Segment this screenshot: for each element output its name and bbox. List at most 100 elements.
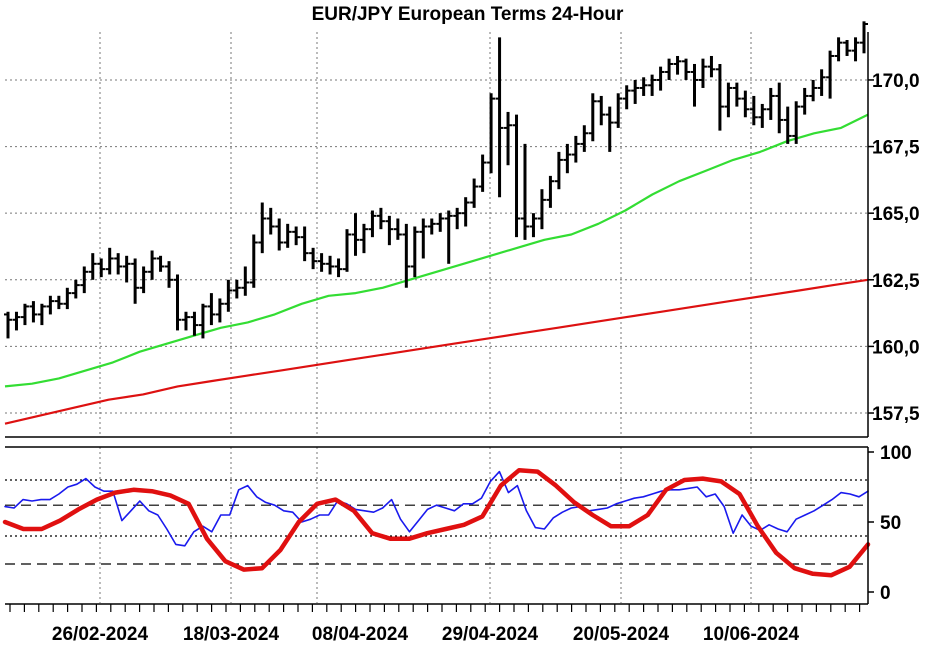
oscillator-line-0 xyxy=(4,470,869,547)
price-bar-61 xyxy=(520,143,529,240)
price-axis-label-2: 162,5 xyxy=(872,271,920,292)
price-bar-30 xyxy=(258,202,267,254)
price-bar-55 xyxy=(470,178,479,208)
price-bar-10 xyxy=(88,253,97,280)
price-bar-94 xyxy=(800,87,809,115)
price-bar-69 xyxy=(588,93,597,142)
price-bar-66 xyxy=(563,143,572,174)
price-bar-31 xyxy=(266,207,275,235)
price-bar-92 xyxy=(783,106,792,144)
price-bar-99 xyxy=(843,39,852,56)
price-bar-44 xyxy=(376,207,385,230)
price-bar-76 xyxy=(648,74,657,96)
price-bar-35 xyxy=(300,226,309,262)
price-bar-57 xyxy=(487,93,496,174)
price-bar-7 xyxy=(63,287,72,310)
x-axis-label-2: 08/04-2024 xyxy=(312,624,409,645)
price-bar-52 xyxy=(444,210,453,264)
price-bar-86 xyxy=(732,82,741,107)
price-bar-88 xyxy=(749,95,758,126)
price-axis-label-5: 170,0 xyxy=(872,71,920,92)
price-bar-71 xyxy=(605,106,614,152)
moving-average-line-0 xyxy=(4,113,869,388)
price-bar-38 xyxy=(326,255,335,275)
price-bar-26 xyxy=(224,279,233,312)
price-bar-45 xyxy=(385,215,394,246)
price-bar-14 xyxy=(122,255,131,283)
price-bar-16 xyxy=(139,266,148,294)
price-bar-49 xyxy=(419,218,428,259)
price-bar-75 xyxy=(639,77,648,96)
reference-lines xyxy=(5,479,868,565)
price-bar-63 xyxy=(537,189,546,230)
price-bar-82 xyxy=(698,58,707,88)
price-bar-15 xyxy=(131,258,140,304)
price-bar-21 xyxy=(181,311,190,331)
price-bar-9 xyxy=(80,266,89,294)
price-bar-18 xyxy=(156,255,165,272)
chart-title: EUR/JPY European Terms 24-Hour xyxy=(311,4,624,25)
price-axis-label-4: 167,5 xyxy=(872,138,920,159)
price-bar-37 xyxy=(317,253,326,272)
price-bars xyxy=(4,21,868,339)
price-bar-68 xyxy=(580,125,589,152)
price-bar-13 xyxy=(114,253,123,275)
price-bar-59 xyxy=(504,111,513,166)
price-bar-34 xyxy=(292,226,301,246)
price-bar-89 xyxy=(758,103,767,128)
price-bar-70 xyxy=(597,95,606,126)
price-bar-2 xyxy=(20,303,29,326)
x-axis-label-4: 20/05-2024 xyxy=(573,624,670,645)
price-bar-72 xyxy=(614,93,623,128)
price-bar-98 xyxy=(834,37,843,62)
price-bar-12 xyxy=(105,247,114,275)
price-bar-79 xyxy=(673,55,682,75)
price-bar-1 xyxy=(12,311,21,331)
grid-layer xyxy=(5,32,868,603)
price-bar-33 xyxy=(283,223,292,248)
price-bar-0 xyxy=(4,311,12,339)
price-bar-80 xyxy=(682,58,691,80)
price-bar-77 xyxy=(656,66,665,91)
x-axis-label-5: 10/06-2024 xyxy=(703,624,800,645)
price-bar-39 xyxy=(334,258,343,278)
price-bar-81 xyxy=(690,63,699,107)
price-bar-58 xyxy=(495,37,504,198)
price-bar-87 xyxy=(741,90,750,118)
price-bar-8 xyxy=(71,279,80,299)
price-bar-43 xyxy=(368,210,377,238)
price-bar-95 xyxy=(809,79,818,102)
price-bar-56 xyxy=(478,154,487,192)
price-bar-40 xyxy=(343,229,352,272)
price-bar-78 xyxy=(665,58,674,80)
price-bar-17 xyxy=(148,250,157,280)
price-bar-67 xyxy=(571,135,580,163)
panel-frames xyxy=(5,32,874,612)
x-axis-label-0: 26/02-2024 xyxy=(52,624,149,645)
price-bar-22 xyxy=(190,311,199,336)
price-bar-28 xyxy=(241,266,250,296)
x-axis-label-3: 29/04-2024 xyxy=(442,624,539,645)
price-bar-19 xyxy=(165,261,174,288)
price-bar-65 xyxy=(554,151,563,190)
osc-axis-label-2: 100 xyxy=(880,443,912,464)
price-bar-97 xyxy=(826,50,835,99)
price-bar-64 xyxy=(546,175,555,208)
price-bar-3 xyxy=(29,301,38,323)
price-bar-83 xyxy=(707,55,716,78)
price-bar-42 xyxy=(359,223,368,254)
price-bar-101 xyxy=(860,21,868,54)
moving-average-line-1 xyxy=(4,278,869,425)
price-axis-label-1: 160,0 xyxy=(872,337,920,358)
moving-averages xyxy=(4,113,869,425)
oscillator-line-1 xyxy=(2,467,871,578)
osc-axis-label-1: 50 xyxy=(880,513,901,534)
price-bar-73 xyxy=(622,85,631,110)
price-bar-47 xyxy=(402,223,411,288)
price-bar-36 xyxy=(309,247,318,270)
price-bar-85 xyxy=(724,82,733,118)
price-bar-53 xyxy=(453,207,462,230)
price-bar-96 xyxy=(817,69,826,96)
price-bar-5 xyxy=(46,295,55,315)
